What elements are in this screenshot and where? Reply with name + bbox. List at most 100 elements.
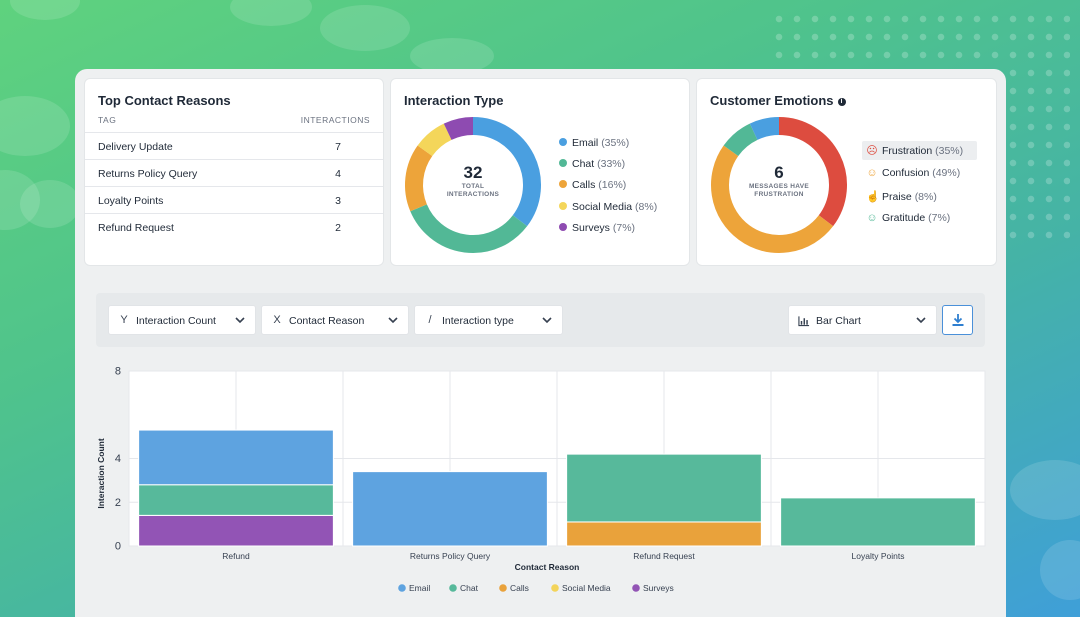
x-tick-label: Refund Request <box>633 551 695 561</box>
chevron-down-icon <box>388 317 398 324</box>
background-blob <box>320 5 410 51</box>
background-blob <box>410 38 494 74</box>
y-axis-select-label: Interaction Count <box>136 315 216 327</box>
row-tag: Delivery Update <box>98 141 173 153</box>
confused-face-icon: ☺ <box>866 167 878 179</box>
legend-percent: (49%) <box>932 167 961 179</box>
frustration-messages-value: 6 <box>774 163 784 182</box>
top-contact-reasons-card: Top Contact Reasons TAG INTERACTIONS Del… <box>84 78 384 266</box>
x-tick-label: Loyalty Points <box>852 551 905 561</box>
y-axis-select[interactable]: Y Interaction Count <box>108 305 256 335</box>
thumbs-up-icon: ☝ <box>866 191 880 203</box>
y-tick-label: 4 <box>115 453 121 465</box>
donut-segment-social-media[interactable] <box>417 123 452 157</box>
chart-legend-item-chat[interactable]: Chat <box>449 583 479 593</box>
y-axis-title: Interaction Count <box>96 438 106 509</box>
legend-label: Surveys <box>572 222 610 234</box>
legend-dot <box>559 180 567 188</box>
customer-emotions-donut <box>711 117 847 253</box>
legend-label: Gratitude <box>882 212 926 224</box>
bar-segment-surveys[interactable] <box>138 514 334 547</box>
row-tag: Loyalty Points <box>98 195 164 207</box>
chart-type-select[interactable]: Bar Chart <box>788 305 937 335</box>
donut-segment-frustration[interactable] <box>778 117 847 227</box>
card-title-text: Customer Emotions <box>710 93 834 108</box>
bar-segment-email[interactable] <box>138 429 334 486</box>
legend-label: Confusion <box>882 167 930 179</box>
column-header-interactions: INTERACTIONS <box>300 115 370 125</box>
dashboard-panel: Top Contact Reasons TAG INTERACTIONS Del… <box>75 69 1006 617</box>
y-tick-label: 0 <box>115 541 121 553</box>
legend-swatch <box>499 584 507 592</box>
table-row[interactable]: Delivery Update 7 <box>85 133 383 160</box>
x-axis-select-label: Contact Reason <box>289 315 365 327</box>
table-row[interactable]: Returns Policy Query 4 <box>85 160 383 187</box>
legend-dot <box>559 223 567 231</box>
donut-segment-email[interactable] <box>472 117 541 227</box>
legend-item-gratitude[interactable]: ☺ Gratitude (7%) <box>866 212 950 224</box>
chart-legend-item-surveys[interactable]: Surveys <box>632 583 674 593</box>
donut-center: 6 MESSAGES HAVE FRUSTRATION <box>739 163 819 199</box>
background-blob <box>0 96 70 156</box>
group-by-select-label: Interaction type <box>442 315 514 327</box>
chart-legend-item-calls[interactable]: Calls <box>499 583 529 593</box>
legend-label: Surveys <box>643 583 674 593</box>
legend-percent: (16%) <box>598 179 627 191</box>
bar-segment-email[interactable] <box>352 471 548 547</box>
chevron-down-icon <box>542 317 552 324</box>
legend-dot <box>559 138 567 146</box>
donut-segment-calls[interactable] <box>405 145 433 212</box>
chart-legend-item-social-media[interactable]: Social Media <box>551 583 611 593</box>
legend-label: Calls <box>510 583 529 593</box>
background-blob <box>1010 460 1080 520</box>
legend-item-surveys[interactable]: Surveys (7%) <box>559 222 635 234</box>
x-tick-label: Refund <box>222 551 250 561</box>
total-interactions-label-line1: TOTAL <box>461 183 485 190</box>
download-button[interactable] <box>942 305 973 335</box>
legend-percent: (8%) <box>914 191 937 203</box>
interaction-type-card: Interaction Type 32 TOTAL INTERACTIONS E… <box>390 78 690 266</box>
group-by-select[interactable]: / Interaction type <box>414 305 563 335</box>
x-axis-icon: X <box>273 314 281 326</box>
legend-percent: (8%) <box>635 201 658 213</box>
frustration-label-line1: MESSAGES HAVE <box>748 183 810 190</box>
donut-segment-gratitude[interactable] <box>749 117 780 141</box>
legend-label: Calls <box>572 179 596 191</box>
bar-segment-chat[interactable] <box>138 484 334 516</box>
x-axis-select[interactable]: X Contact Reason <box>261 305 409 335</box>
card-title: Customer Emotions i <box>710 93 846 108</box>
table-row[interactable]: Loyalty Points 3 <box>85 187 383 214</box>
info-icon[interactable]: i <box>837 98 846 106</box>
legend-dot <box>559 202 567 210</box>
donut-segment-chat[interactable] <box>410 203 528 253</box>
legend-swatch <box>398 584 406 592</box>
bar-segment-calls[interactable] <box>566 521 762 547</box>
chart-legend-item-email[interactable]: Email <box>398 583 430 593</box>
donut-segment-praise[interactable] <box>723 123 758 157</box>
legend-item-social-media[interactable]: Social Media (8%) <box>559 201 657 213</box>
legend-item-chat[interactable]: Chat (33%) <box>559 158 625 170</box>
download-icon <box>952 314 964 326</box>
donut-segment-surveys[interactable] <box>443 117 474 141</box>
background-blob <box>10 0 80 20</box>
bar-segment-chat[interactable] <box>780 497 976 547</box>
legend-item-confusion[interactable]: ☺ Confusion (49%) <box>866 167 960 179</box>
row-count: 2 <box>335 222 341 234</box>
total-interactions-label-line2: INTERACTIONS <box>446 191 500 198</box>
legend-item-praise[interactable]: ☝ Praise (8%) <box>866 190 937 203</box>
background-blob <box>1040 540 1080 600</box>
bar-chart-icon <box>798 316 810 327</box>
donut-segment-confusion[interactable] <box>711 145 834 253</box>
bar-segment-chat[interactable] <box>566 453 762 523</box>
table-row[interactable]: Refund Request 2 <box>85 214 383 241</box>
legend-percent: (33%) <box>597 158 626 170</box>
legend-item-frustration[interactable]: ☹ Frustration (35%) <box>862 141 978 160</box>
donut-center: 32 TOTAL INTERACTIONS <box>433 163 513 199</box>
legend-item-email[interactable]: Email (35%) <box>559 137 629 149</box>
legend-percent: (35%) <box>935 145 964 157</box>
legend-dot <box>559 159 567 167</box>
row-count: 3 <box>335 195 341 207</box>
legend-item-calls[interactable]: Calls (16%) <box>559 179 626 191</box>
legend-label: Social Media <box>562 583 611 593</box>
y-axis-icon: Y <box>120 314 128 326</box>
